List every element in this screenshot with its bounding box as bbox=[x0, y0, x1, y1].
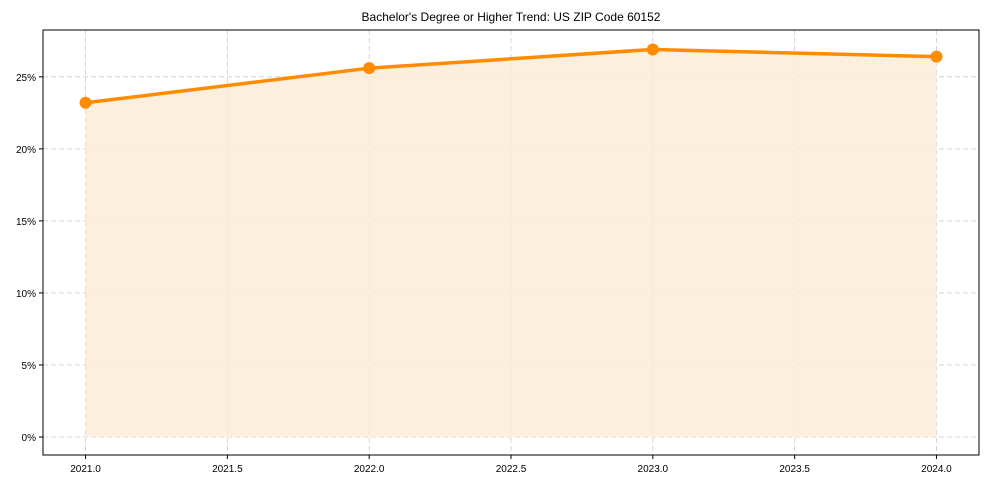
x-tick-label: 2021.5 bbox=[212, 464, 243, 475]
data-point bbox=[79, 96, 92, 109]
chart-title: Bachelor's Degree or Higher Trend: US ZI… bbox=[362, 10, 661, 24]
series-line bbox=[85, 47, 937, 105]
x-tick-label: 2022.5 bbox=[496, 464, 527, 475]
x-tick-label: 2021.0 bbox=[70, 464, 101, 475]
x-tick-label: 2023.5 bbox=[779, 464, 810, 475]
x-tick-label: 2022.0 bbox=[354, 464, 385, 475]
y-tick-label: 15% bbox=[16, 217, 36, 228]
y-tick-label: 25% bbox=[16, 73, 36, 84]
data-point bbox=[646, 43, 659, 56]
y-tick-label: 10% bbox=[16, 289, 36, 300]
y-tick-label: 0% bbox=[22, 433, 37, 444]
data-point bbox=[363, 62, 376, 75]
data-point bbox=[930, 50, 943, 63]
y-tick-label: 20% bbox=[16, 145, 36, 156]
x-tick-label: 2024.0 bbox=[921, 464, 952, 475]
area-fill bbox=[85, 49, 937, 437]
x-tick-label: 2023.0 bbox=[638, 464, 669, 475]
y-tick-label: 5% bbox=[22, 361, 37, 372]
